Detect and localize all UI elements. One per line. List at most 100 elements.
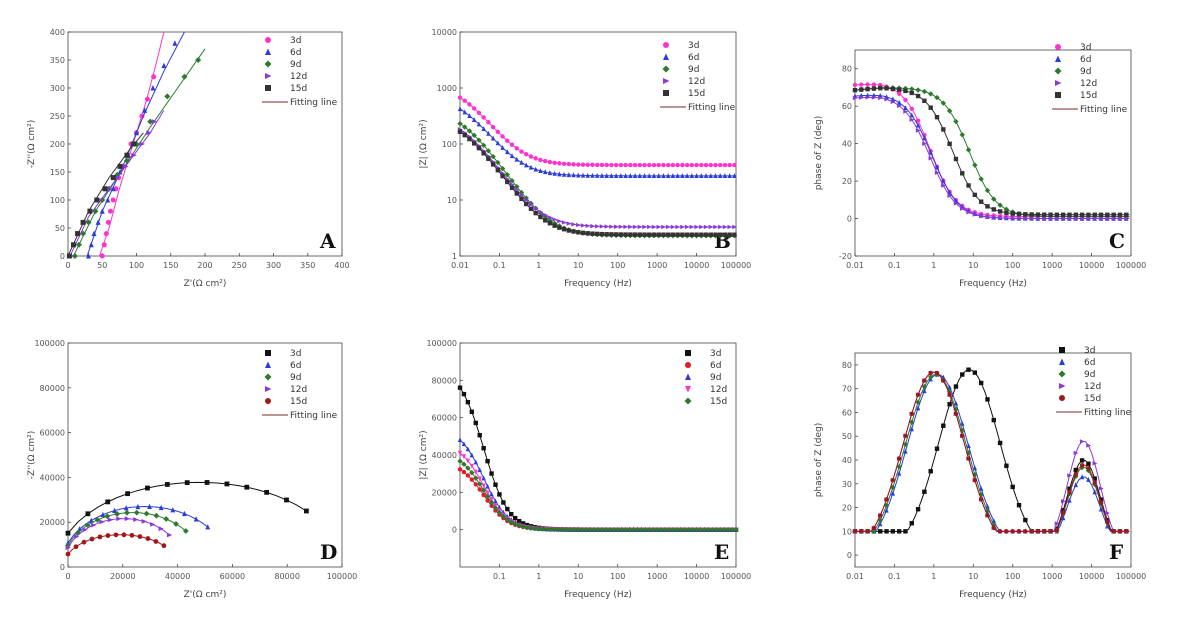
- data-point-15d: [1124, 212, 1129, 217]
- y-tick-label: 100: [50, 196, 65, 205]
- data-point-3d: [903, 529, 908, 534]
- data-point-15d: [661, 232, 666, 237]
- data-point-15d: [960, 171, 965, 176]
- data-point-3d: [991, 417, 996, 423]
- data-point-9d: [915, 87, 921, 93]
- data-point-6d: [684, 173, 690, 179]
- data-point-6d: [599, 173, 605, 178]
- x-tick-label: 100: [129, 261, 144, 270]
- data-point-3d: [184, 480, 190, 486]
- data-point-15d: [684, 232, 690, 237]
- y-tick-label: 60000: [40, 429, 65, 438]
- data-point-12d: [580, 223, 586, 228]
- data-point-3d: [903, 97, 908, 103]
- data-point-12d: [703, 224, 709, 230]
- data-point-9d: [457, 437, 463, 443]
- data-point-12d: [473, 469, 478, 475]
- data-point-12d: [1035, 216, 1041, 221]
- data-point-6d: [703, 173, 709, 179]
- data-point-3d: [264, 489, 270, 495]
- data-point-9d: [485, 483, 490, 489]
- data-point-15d: [70, 242, 76, 248]
- panel-F: 0.01 0.1 1 10 100 1000 10000 100000 0 10 20 30 40 50 6…: [814, 346, 1146, 600]
- x-tick-label: 0.01: [846, 261, 864, 270]
- data-point-3d: [476, 110, 482, 116]
- data-point-9d: [495, 159, 501, 166]
- data-point-6d: [934, 164, 940, 170]
- data-point-3d: [1079, 458, 1085, 463]
- data-point-3d: [481, 445, 486, 451]
- data-point-6d: [205, 524, 211, 530]
- data-point-6d: [524, 162, 529, 168]
- data-point-15d: [727, 232, 732, 237]
- data-point-9d: [461, 441, 467, 447]
- data-point-9d: [915, 399, 921, 405]
- data-point-3d: [490, 124, 496, 130]
- data-point-12d: [859, 95, 865, 100]
- data-point-3d: [284, 497, 289, 503]
- data-point-15d: [941, 127, 946, 132]
- data-point-15d: [145, 536, 151, 541]
- data-point-12d: [106, 186, 113, 192]
- data-point-12d: [670, 224, 676, 230]
- data-point-9d: [902, 441, 909, 448]
- data-point-15d: [694, 232, 699, 237]
- legend-label: 6d: [688, 53, 699, 63]
- data-point-12d: [1079, 439, 1085, 444]
- data-point-12d: [680, 224, 686, 230]
- data-point-15d: [1004, 529, 1009, 534]
- data-point-12d: [1098, 216, 1104, 221]
- data-point-15d: [997, 209, 1003, 214]
- legend-label: 3d: [710, 349, 721, 359]
- data-point-15d: [852, 529, 858, 534]
- data-point-12d: [909, 117, 915, 122]
- data-point-9d: [476, 137, 482, 143]
- data-point-15d: [852, 87, 858, 93]
- data-point-9d: [489, 491, 494, 497]
- legend-fit-label: Fitting line: [688, 103, 736, 113]
- data-point-12d: [903, 109, 909, 114]
- data-point-6d: [722, 173, 728, 179]
- data-point-3d: [661, 162, 666, 168]
- data-point-12d: [928, 156, 934, 161]
- data-point-3d: [528, 154, 534, 159]
- data-point-6d: [457, 106, 463, 112]
- data-point-15d: [642, 526, 649, 533]
- legend-marker: [264, 60, 272, 68]
- data-point-15d: [647, 232, 652, 237]
- data-point-9d: [953, 118, 959, 125]
- y-tick-label: 20: [842, 177, 852, 186]
- data-point-15d: [972, 478, 978, 483]
- panel-B: 0.01 0.1 1 10 100 1000 10000 100000 1 10 100 1000 10…: [419, 28, 751, 289]
- x-tick-label: 10: [968, 261, 978, 270]
- legend-label: 3d: [688, 41, 699, 51]
- data-point-6d: [505, 149, 510, 155]
- data-point-6d: [95, 219, 101, 225]
- data-point-15d: [689, 526, 696, 533]
- data-point-6d: [922, 388, 927, 394]
- data-point-15d: [1067, 212, 1072, 217]
- data-point-15d: [705, 526, 712, 533]
- x-tick-label: 40000: [165, 572, 190, 581]
- y-tick-label: 0: [60, 252, 65, 261]
- data-point-3d: [871, 82, 877, 87]
- data-point-15d: [607, 526, 613, 533]
- data-point-12d: [1079, 216, 1085, 221]
- y-tick-label: 100: [442, 140, 457, 149]
- data-point-12d: [878, 95, 883, 101]
- data-point-15d: [1035, 529, 1041, 534]
- data-point-9d: [984, 508, 991, 515]
- x-tick-label: 100000: [721, 261, 752, 270]
- data-point-15d: [536, 526, 542, 532]
- x-tick-label: 10000: [1079, 261, 1104, 270]
- data-point-6d: [890, 96, 896, 102]
- data-point-3d: [884, 529, 889, 534]
- data-point-15d: [630, 526, 637, 533]
- y-tick-label: 400: [50, 28, 65, 37]
- data-point-9d: [71, 253, 78, 259]
- x-tick-label: 0.1: [493, 572, 506, 581]
- data-point-15d: [591, 526, 597, 533]
- data-point-6d: [457, 467, 463, 472]
- data-point-15d: [1029, 212, 1034, 217]
- data-point-9d: [493, 498, 498, 504]
